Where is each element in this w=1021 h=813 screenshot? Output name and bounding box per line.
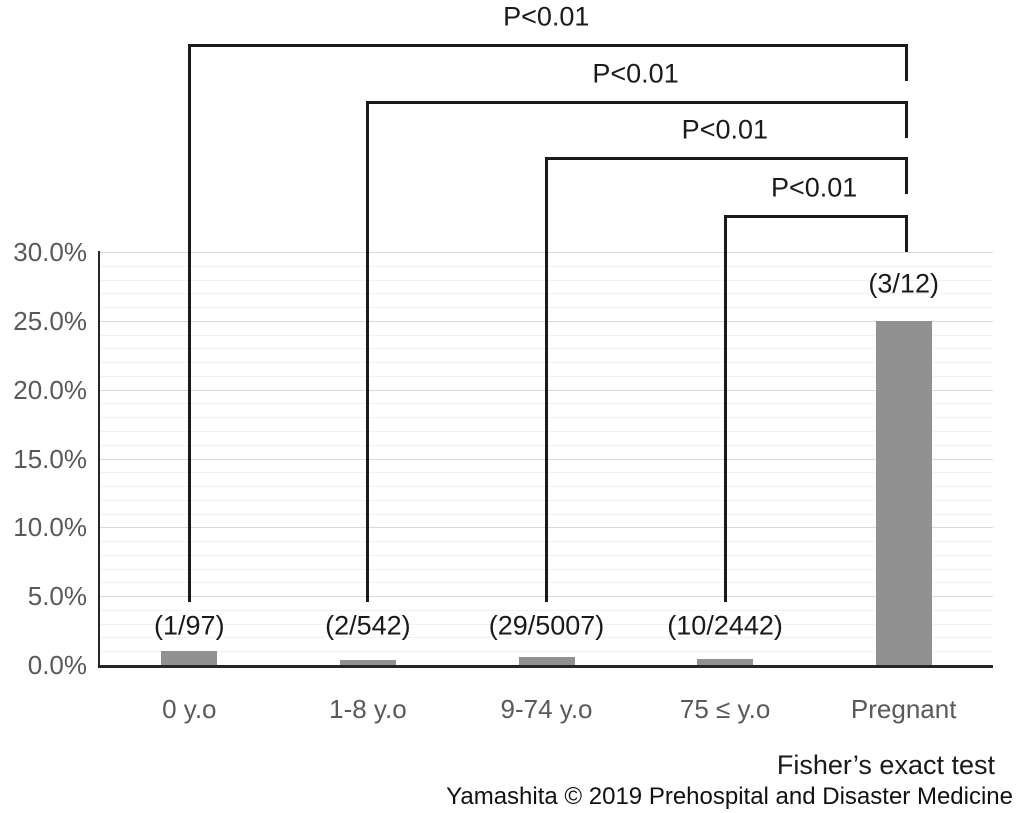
significance-bracket-left-line [723,215,727,602]
significance-bracket-right-tick [904,44,908,81]
y-tick-label: 20.0% [13,374,87,405]
y-axis-line [98,251,100,667]
minor-gridline [100,610,993,611]
bar-count-label: (2/542) [325,610,411,641]
y-tick-label: 5.0% [27,581,87,612]
p-value-label: P<0.01 [681,114,769,145]
category-label: 75 ≤ y.o [679,694,771,724]
significance-bracket-top-line [545,157,908,160]
significance-bracket-top-line [366,101,908,104]
significance-bracket-left-line [187,44,191,602]
x-axis-line [98,665,993,668]
bar [875,320,932,665]
bar-count-label: (29/5007) [488,610,605,641]
minor-gridline [100,624,993,625]
category-label: 0 y.o [162,694,217,724]
significance-bracket-right-tick [904,157,908,194]
y-tick-label: 15.0% [13,443,87,474]
bar-count-label: (1/97) [154,610,225,641]
bar-count-label: (3/12) [868,268,939,299]
minor-gridline [100,637,993,638]
bar [697,659,754,665]
category-label: 9-74 y.o [500,694,593,724]
bar [161,650,218,665]
bar-count-label: (10/2442) [667,610,783,641]
attribution-line: Yamashita © 2019 Prehospital and Disaste… [446,783,1013,810]
p-value-label: P<0.01 [503,1,590,32]
bar [339,659,396,665]
footnote-fishers-test: Fisher’s exact test [776,750,995,780]
y-tick-label: 30.0% [13,237,87,267]
y-tick-label: 10.0% [13,512,87,543]
y-tick-label: 0.0% [27,650,87,680]
significance-bracket-top-line [723,215,908,218]
bar [518,657,575,665]
category-label: 1-8 y.o [329,694,407,724]
significance-bracket-top-line [187,44,908,47]
significance-bracket-right-tick [904,101,908,138]
minor-gridline [100,651,993,652]
y-tick-label: 25.0% [13,305,87,336]
significance-bracket-left-line [366,101,370,602]
category-label: Pregnant [850,694,957,724]
p-value-label: P<0.01 [592,58,679,89]
p-value-label: P<0.01 [770,172,858,203]
significance-bracket-right-tick [904,215,908,252]
significance-bracket-left-line [545,157,548,602]
